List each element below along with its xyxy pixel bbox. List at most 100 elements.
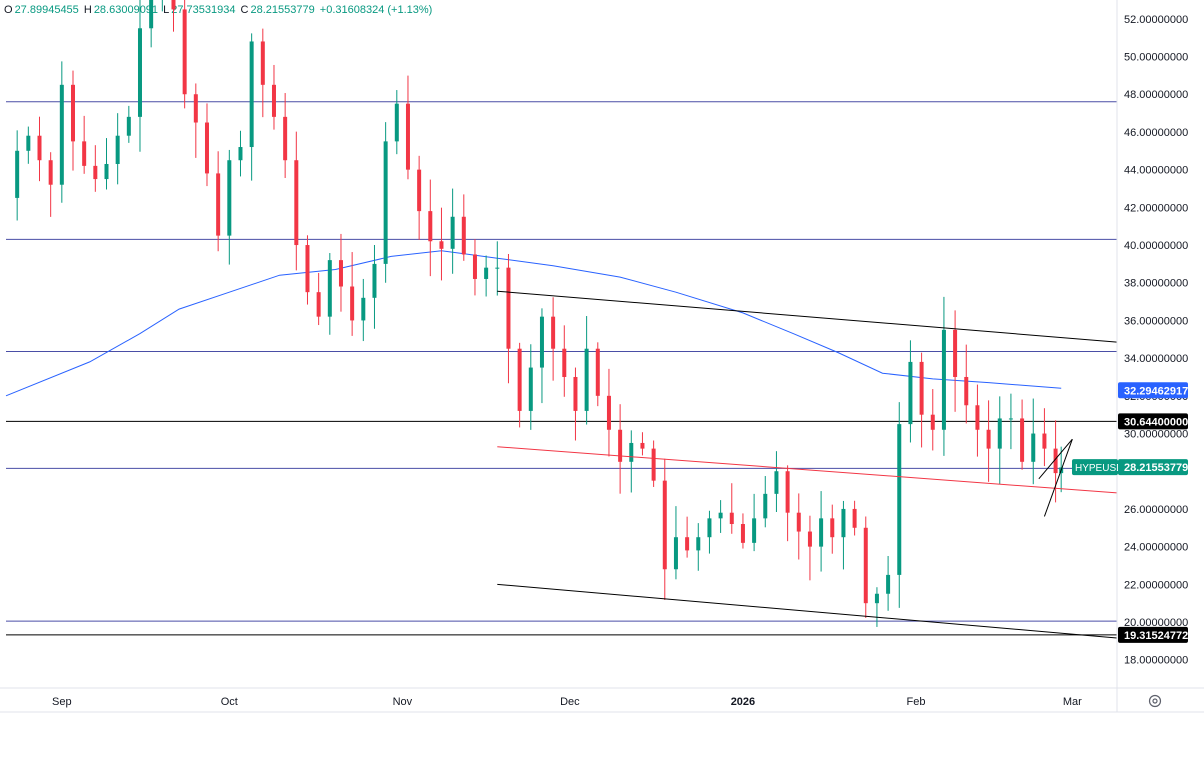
candle-body <box>394 103 399 142</box>
trend-line <box>497 583 1118 639</box>
candle-body <box>830 518 835 538</box>
price-tick-label: 52.00000000 <box>1124 14 1188 26</box>
candle-body <box>618 429 623 462</box>
candle-body <box>930 414 935 430</box>
candle-body <box>37 135 42 161</box>
candle-body <box>1020 418 1025 462</box>
price-tick-label: 36.00000000 <box>1124 315 1188 327</box>
candle-body <box>338 260 343 287</box>
candle-body <box>82 141 87 166</box>
candle-body <box>316 292 321 317</box>
candle-body <box>886 574 891 594</box>
moving-average-layer <box>5 250 1062 397</box>
price-tick-label: 26.00000000 <box>1124 504 1188 516</box>
change-value: +0.31608324 (+1.13%) <box>319 4 433 16</box>
candle-body <box>48 160 53 185</box>
candle-body <box>584 348 589 411</box>
candle-body <box>573 376 578 411</box>
candle-body <box>852 508 857 528</box>
candle-body <box>372 263 377 298</box>
candle-body <box>59 84 64 185</box>
trend-line <box>1038 438 1073 480</box>
price-tick-label: 20.00000000 <box>1124 617 1188 629</box>
candles-layer <box>15 0 1064 627</box>
price-tick-label: 34.00000000 <box>1124 353 1188 365</box>
candle-body <box>294 160 299 246</box>
price-tick-label: 44.00000000 <box>1124 165 1188 177</box>
candle-body <box>361 297 366 321</box>
candle-body <box>707 518 712 538</box>
candle-body <box>807 531 812 547</box>
last-price-label: 28.21553779 <box>1124 462 1188 474</box>
candle-body <box>551 316 556 349</box>
ohlc-header: O 27.89945455 H 28.63009091 L 27.73531934 C… <box>4 4 434 16</box>
open-value: 27.89945455 <box>14 4 79 16</box>
candle-body <box>506 267 511 349</box>
candle-body <box>193 94 198 123</box>
time-tick-label: Feb <box>907 696 926 708</box>
time-tick-label: Nov <box>393 696 413 708</box>
candle-body <box>1042 433 1047 449</box>
close-key: C <box>240 4 249 16</box>
candle-body <box>182 9 187 95</box>
low-key: L <box>163 4 170 16</box>
candle-body <box>495 267 500 269</box>
settings-icon[interactable] <box>1148 694 1162 708</box>
low-value: 27.73531934 <box>171 4 236 16</box>
candle-body <box>305 245 310 293</box>
candle-body <box>729 512 734 525</box>
candle-body <box>461 216 466 255</box>
candle-body <box>986 429 991 449</box>
candle-body <box>1031 433 1036 462</box>
candle-body <box>472 254 477 279</box>
candle-body <box>93 165 98 180</box>
candle-body <box>528 367 533 411</box>
price-tick-label: 18.00000000 <box>1124 655 1188 667</box>
candle-body <box>70 84 75 142</box>
price-tick-label: 22.00000000 <box>1124 579 1188 591</box>
price-tick-label: 48.00000000 <box>1124 89 1188 101</box>
time-tick-label: Sep <box>52 696 72 708</box>
price-tick-label: 38.00000000 <box>1124 278 1188 290</box>
candle-body <box>763 493 768 519</box>
price-axis: 18.00000000 20.00000000 22.00000000 24.0000… <box>1116 0 1188 712</box>
candle-body <box>15 150 20 198</box>
candle-body <box>941 329 946 430</box>
candle-body <box>908 361 913 425</box>
horizontal-lines-layer <box>6 101 1117 636</box>
candle-body <box>874 593 879 604</box>
level-price-label-bg <box>1118 626 1188 643</box>
time-tick-label: Dec <box>560 696 580 708</box>
candle-body <box>539 316 544 368</box>
candle-body <box>327 260 332 317</box>
trend-line <box>1043 439 1073 517</box>
candle-body <box>919 361 924 415</box>
trend-line <box>497 290 1118 343</box>
candle-body <box>640 442 645 449</box>
candle-body <box>104 163 109 180</box>
price-tick-label: 50.00000000 <box>1124 52 1188 64</box>
candle-body <box>752 518 757 543</box>
candle-body <box>405 103 410 170</box>
candle-body <box>718 512 723 519</box>
candle-body <box>863 527 868 604</box>
candle-body <box>841 508 846 538</box>
price-tick-label: 30.00000000 <box>1124 429 1188 441</box>
ma-price-label: 32.29462917 <box>1124 385 1188 397</box>
candle-body <box>673 537 678 570</box>
candle-body <box>651 448 656 481</box>
ma-price-label-bg <box>1118 382 1188 399</box>
candle-body <box>629 442 634 462</box>
candle-body <box>785 471 790 513</box>
candle-body <box>997 418 1002 449</box>
high-value: 28.63009091 <box>93 4 159 16</box>
candle-body <box>696 537 701 551</box>
time-axis: Sep Oct Nov Dec 2026 Feb Mar <box>0 687 1204 713</box>
candle-body <box>383 141 388 264</box>
candle-body <box>417 169 422 212</box>
candle-body <box>260 41 265 85</box>
candle-body <box>249 41 254 148</box>
candle-body <box>450 216 455 249</box>
candle-body <box>350 286 355 321</box>
